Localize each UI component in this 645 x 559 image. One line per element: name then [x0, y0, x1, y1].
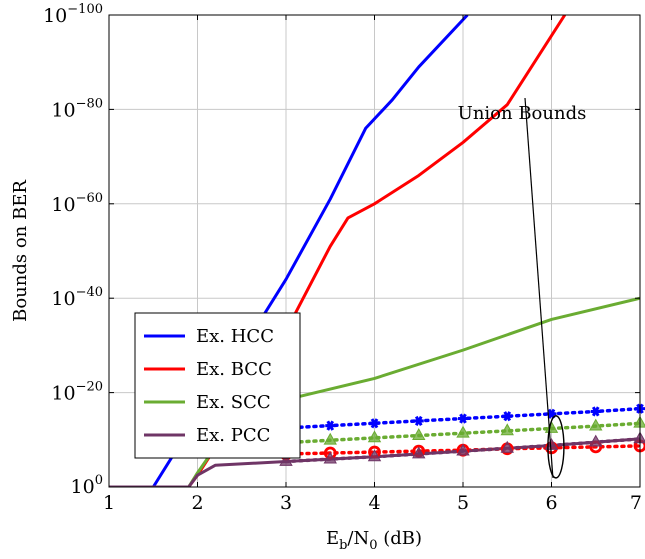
y-tick-label: 10−20 — [51, 380, 103, 405]
marker-asterisk-stroke — [459, 413, 467, 424]
union-bounds-ellipse — [547, 415, 565, 479]
annotation-group: Union Bounds — [458, 97, 587, 479]
marker-triangle — [412, 446, 426, 459]
marker-triangle — [367, 430, 382, 443]
marker-triangle — [589, 418, 603, 431]
legend-label: Ex. HCC — [196, 326, 274, 347]
x-tick-label: 6 — [545, 492, 557, 514]
marker-triangle — [412, 428, 426, 440]
x-tick-label: 5 — [457, 492, 469, 514]
union-bounds-label: Union Bounds — [458, 103, 587, 124]
marker-triangle — [279, 453, 293, 466]
y-tick-label: 10−40 — [51, 285, 103, 310]
union-bounds-pointer — [524, 97, 554, 478]
y-tick-label: 10−80 — [51, 96, 103, 121]
marker-asterisk — [413, 415, 424, 427]
marker-triangle — [589, 434, 603, 447]
axis-ticks: 1 2 3 4 5 6 7 100 10−20 10−40 10−60 10−80 10−100 — [43, 2, 642, 514]
marker-asterisk-stroke — [591, 406, 600, 417]
x-axis-title: Eb/N0 (dB) — [326, 528, 422, 553]
y-tick-label: 100 — [71, 473, 103, 498]
marker-triangle — [323, 432, 337, 445]
x-tick-label: 7 — [630, 492, 642, 514]
marker-asterisk — [369, 418, 380, 429]
marker-triangle — [323, 451, 337, 464]
marker-asterisk — [590, 406, 601, 417]
y-axis-title: Bounds on BER — [10, 180, 31, 322]
legend: Ex. HCC Ex. BCC Ex. SCC Ex. PCC — [134, 312, 301, 459]
marker-triangle — [500, 440, 514, 453]
legend-label: Ex. PCC — [196, 425, 270, 446]
legend-label: Ex. BCC — [196, 359, 272, 380]
marker-asterisk-stroke — [547, 408, 556, 419]
marker-asterisk — [325, 420, 336, 431]
y-tick-label: 10−60 — [51, 191, 103, 216]
marker-asterisk — [502, 411, 513, 422]
marker-asterisk-stroke — [326, 420, 335, 431]
y-tick-label: 10−100 — [43, 2, 103, 27]
marker-triangle — [367, 449, 382, 462]
marker-asterisk-stroke — [414, 415, 423, 427]
marker-asterisk-stroke — [503, 411, 512, 422]
marker-triangle — [500, 423, 514, 436]
x-tick-label: 3 — [280, 492, 292, 514]
legend-label: Ex. SCC — [196, 392, 271, 413]
marker-asterisk-stroke — [370, 418, 379, 429]
x-tick-label: 1 — [103, 492, 115, 514]
x-tick-label: 4 — [368, 492, 380, 514]
marker-triangle — [456, 425, 470, 438]
marker-triangle — [456, 443, 470, 456]
marker-asterisk — [458, 413, 468, 424]
x-tick-label: 2 — [191, 492, 203, 514]
